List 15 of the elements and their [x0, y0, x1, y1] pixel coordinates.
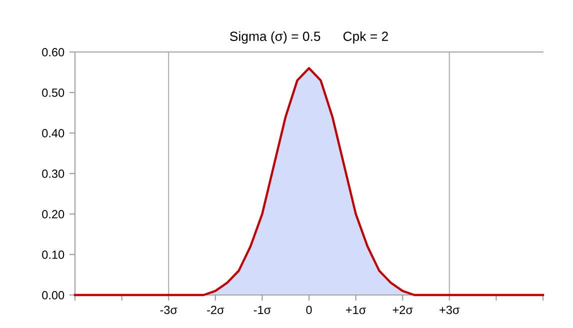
- y-tick-label: 0.30: [42, 170, 64, 178]
- x-tick-label: +1σ: [346, 306, 366, 314]
- x-tick-label: +3σ: [440, 306, 460, 314]
- y-tick-label: 0.00: [42, 291, 64, 300]
- y-tick-label: 0.10: [42, 250, 64, 259]
- y-tick-label: 0.60: [42, 48, 64, 56]
- x-tick-label: 0: [306, 306, 312, 314]
- y-tick-label: 0.50: [42, 88, 64, 97]
- y-tick-label: 0.20: [42, 210, 64, 218]
- x-tick-label: -3σ: [160, 306, 178, 314]
- x-tick-label: +2σ: [392, 306, 413, 314]
- x-tick-label: -1σ: [254, 306, 271, 314]
- x-tick-label: -2σ: [207, 306, 224, 314]
- chart-title: Sigma (σ) = 0.5 Cpk = 2: [230, 31, 388, 44]
- y-tick-label: 0.40: [42, 129, 64, 138]
